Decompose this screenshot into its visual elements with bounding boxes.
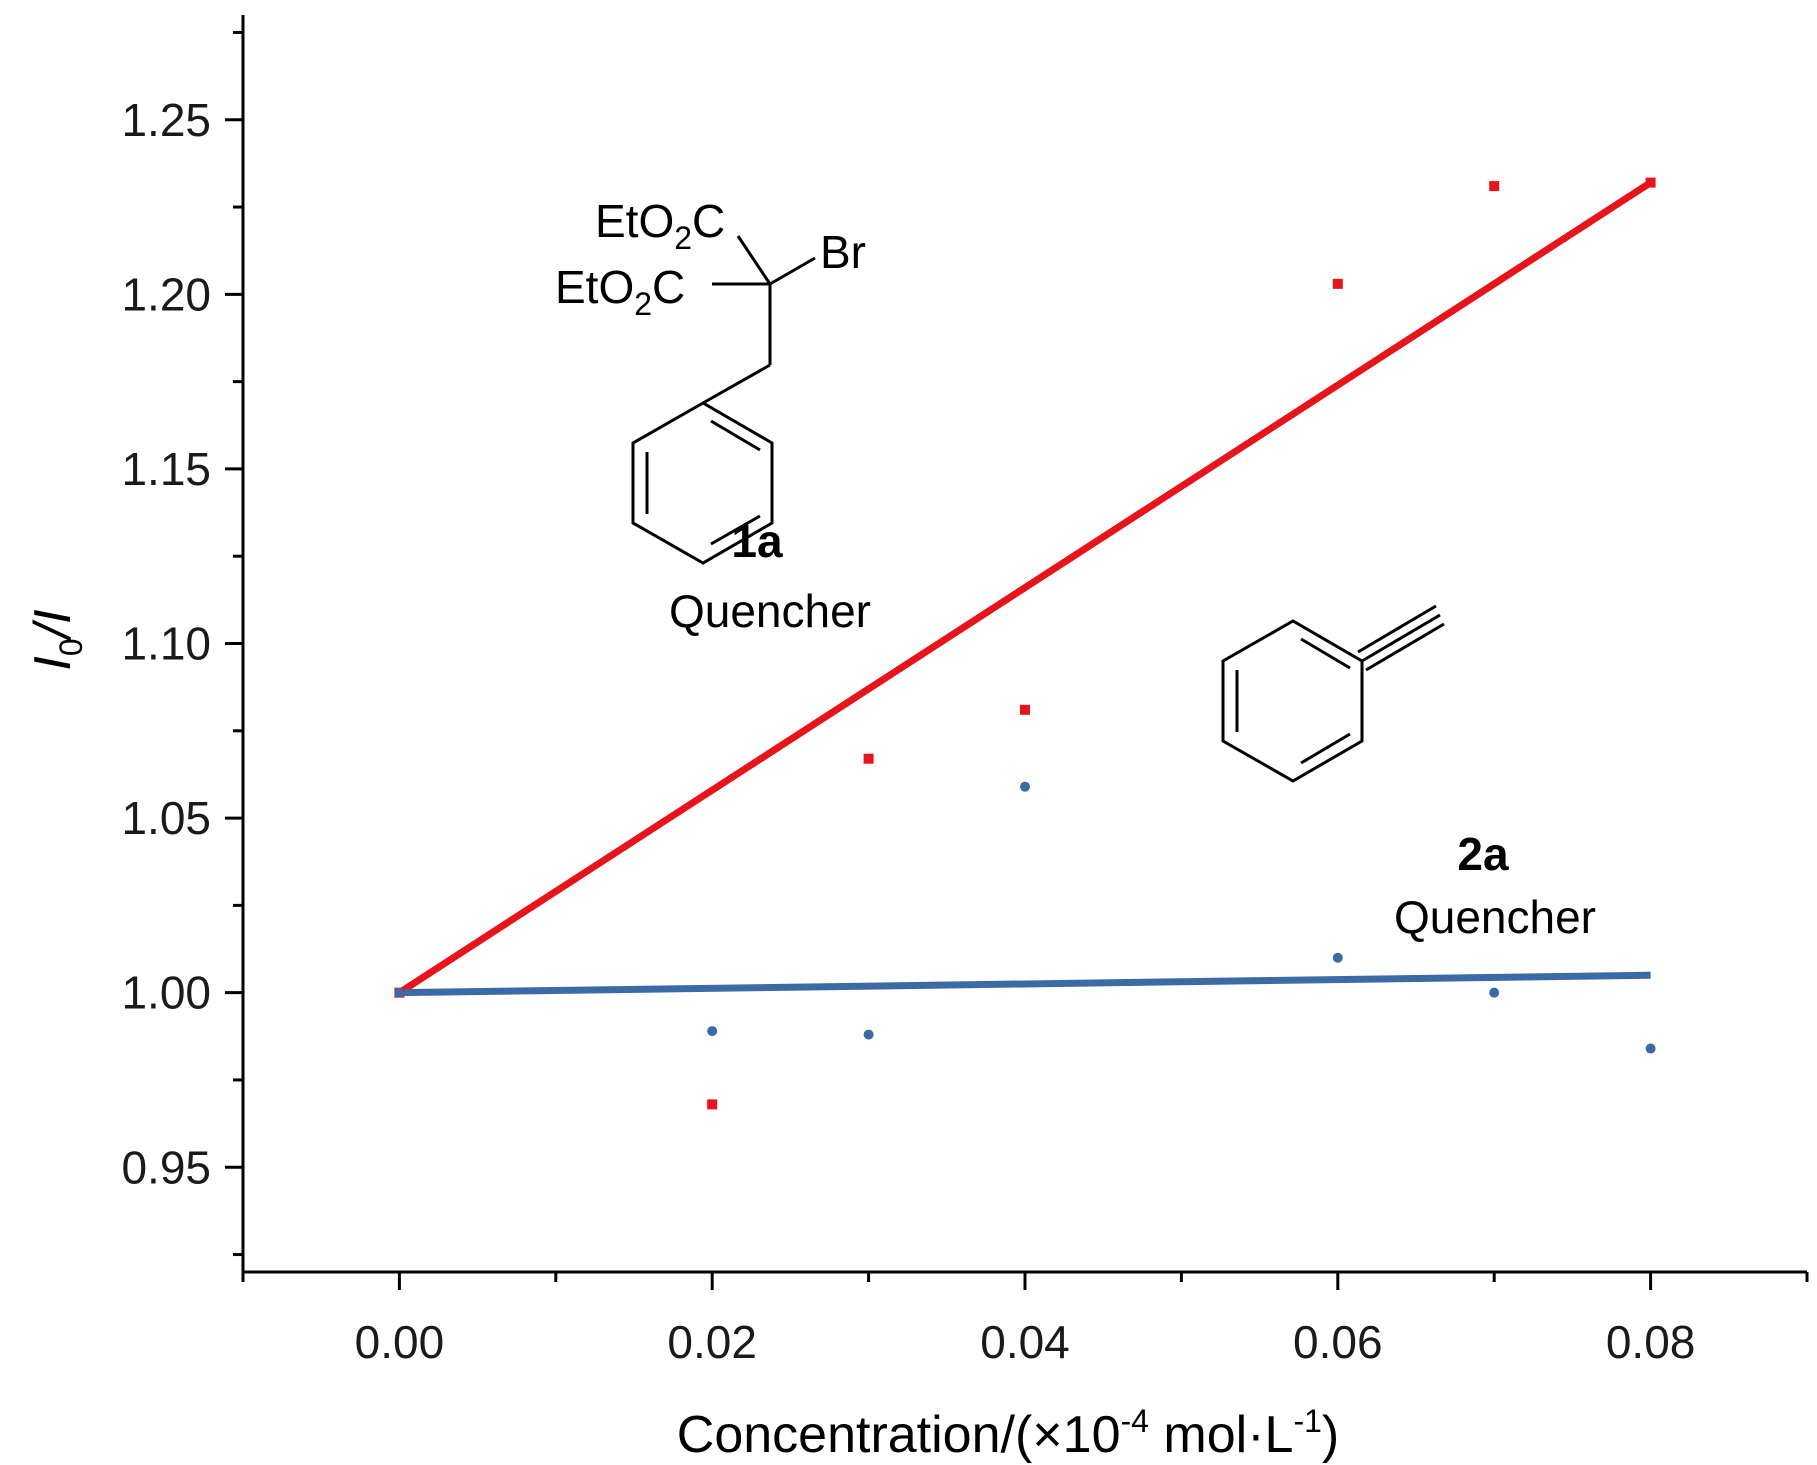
c-ester1-bond: [736, 235, 772, 285]
y-tick-label: 0.95: [121, 1141, 211, 1193]
bromine-label: Br: [820, 226, 866, 278]
x-tick-label: 0.08: [1606, 1316, 1696, 1368]
ticks: [225, 30, 1809, 1290]
x-tick-label: 0.00: [355, 1316, 445, 1368]
compound-1a-label: Quencher: [669, 585, 871, 637]
x-tick-label: 0.06: [1293, 1316, 1383, 1368]
data-point-series-2: [863, 1029, 874, 1040]
data-point-series-2: [1645, 1043, 1656, 1054]
ester-label-2: EtO2C: [555, 261, 685, 322]
data-point-series-2: [1332, 952, 1343, 963]
data-point-series-1: [1645, 177, 1656, 188]
compound-2a-label: Quencher: [1394, 891, 1596, 943]
data-points: [394, 177, 1656, 1110]
c-br-bond: [769, 256, 816, 286]
data-point-series-2: [394, 987, 405, 998]
fit-lines: [397, 179, 1653, 997]
y-tick-label: 1.05: [121, 792, 211, 844]
structure-1a: [631, 235, 816, 565]
x-tick-label: 0.02: [667, 1316, 757, 1368]
y-tick-label: 1.15: [121, 443, 211, 495]
compound-1a-id: 1a: [731, 515, 783, 567]
data-point-series-1: [1489, 181, 1500, 192]
data-point-series-2: [707, 1026, 718, 1037]
ch2-bond: [702, 363, 771, 405]
data-point-series-1: [863, 753, 874, 764]
tick-labels: 0.00 0.02 0.04 0.06 0.08 0.95 1.00 1.05 1.10 1.15…: [121, 94, 1695, 1368]
y-tick-label: 1.25: [121, 94, 211, 146]
data-point-series-1: [1020, 704, 1030, 715]
x-axis-title: Concentration/(×10-4 mol·L-1): [677, 1403, 1339, 1464]
y-axis-title: I0/I: [24, 609, 89, 670]
structure-2a: [1221, 604, 1445, 783]
axes: [241, 15, 1807, 1274]
data-point-series-1: [707, 1099, 718, 1110]
alkyne-bonds: [1357, 604, 1445, 672]
ester-label-1: EtO2C: [595, 195, 725, 256]
data-point-series-1: [1332, 278, 1343, 289]
benzene-ring-1a: [631, 401, 774, 565]
fit-line-2: [399, 971, 1651, 997]
benzene-ring-2a: [1221, 619, 1364, 783]
y-tick-label: 1.20: [121, 268, 211, 320]
y-tick-label: 1.10: [121, 618, 211, 670]
y-tick-label: 1.00: [121, 967, 211, 1019]
x-tick-label: 0.04: [980, 1316, 1070, 1368]
fit-line-1: [397, 179, 1653, 996]
data-point-series-2: [1489, 987, 1500, 998]
compound-2a-id: 2a: [1457, 828, 1509, 880]
data-point-series-2: [1020, 781, 1030, 792]
